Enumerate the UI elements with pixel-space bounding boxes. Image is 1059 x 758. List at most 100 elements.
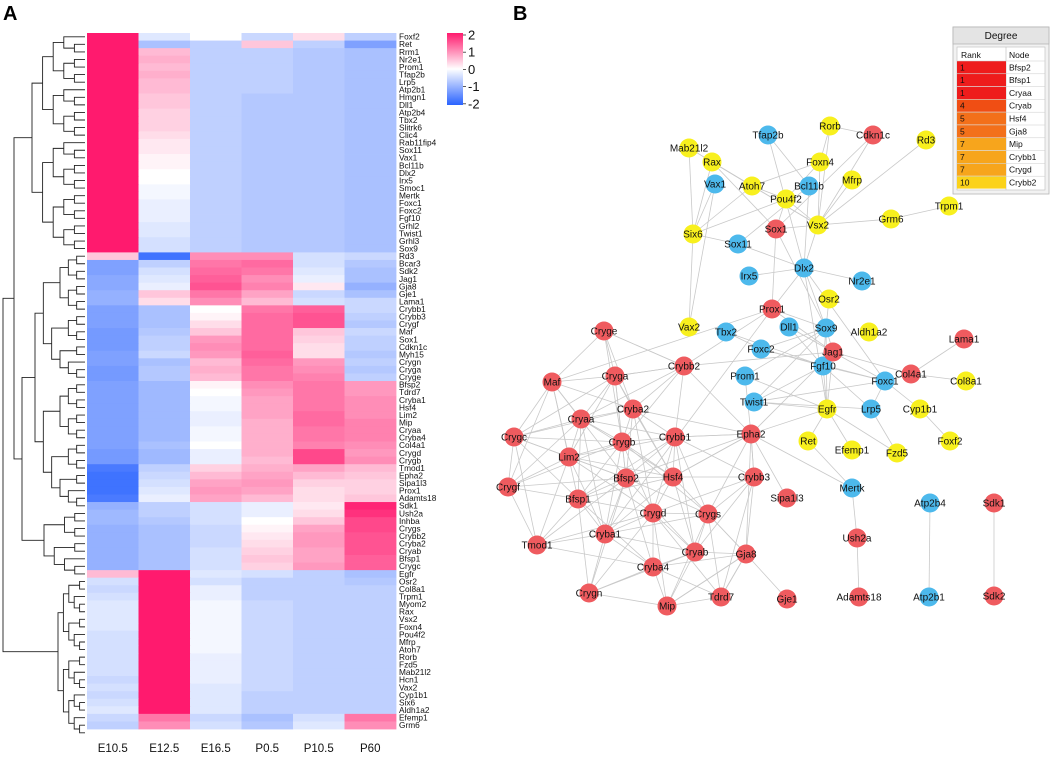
heatmap-cell (138, 683, 191, 692)
heatmap-cell (344, 403, 397, 412)
gene-label: Vax2 (399, 682, 418, 692)
heatmap-cell (241, 653, 294, 662)
heatmap-cell (241, 381, 294, 389)
heatmap-cell (344, 131, 397, 140)
heatmap-cell (344, 320, 397, 329)
heatmap-cell (138, 237, 191, 246)
heatmap-cell (138, 509, 191, 518)
network-node-label: Cryba1 (589, 530, 622, 541)
gene-label: Crygn (399, 357, 422, 367)
heatmap-cell (87, 577, 139, 586)
heatmap-cell (190, 40, 242, 49)
heatmap-cell (87, 585, 139, 594)
heatmap-cell (241, 184, 294, 193)
network-edge (580, 418, 676, 438)
network-edge (507, 418, 582, 488)
network-edge (767, 134, 810, 187)
network-node-label: Lim2 (558, 453, 580, 464)
heatmap-cell (241, 312, 294, 321)
heatmap-cell (344, 373, 397, 382)
heatmap-cell (344, 532, 397, 541)
gene-label: Mfrp (399, 637, 416, 647)
network-edge (775, 228, 827, 329)
network-edge (692, 198, 787, 235)
degree-node: Crybb2 (1009, 178, 1037, 188)
heatmap-cell (241, 297, 294, 306)
gene-label: Crybb3 (399, 312, 426, 322)
heatmap-cell (293, 267, 345, 276)
network-edge (551, 381, 579, 500)
network-node-label: Mab21l2 (670, 144, 709, 155)
heatmap-cell (344, 381, 397, 389)
heatmap-cell (344, 547, 397, 556)
heatmap-cell (293, 191, 345, 200)
heatmap-cell (87, 623, 139, 632)
network-edge (832, 351, 886, 382)
gene-label: Col8a1 (399, 584, 426, 594)
network-node: Prom1 (730, 366, 760, 386)
network-node: Crybb1 (659, 427, 692, 447)
heatmap-cell (241, 471, 294, 480)
heatmap-cell (293, 199, 345, 208)
heatmap-cell (190, 555, 242, 563)
heatmap-cell (138, 570, 191, 579)
network-node: Hsf4 (663, 467, 684, 487)
network-edge (688, 147, 694, 235)
heatmap-cell (344, 222, 397, 231)
network-edge (568, 456, 654, 514)
degree-rank: 5 (960, 126, 965, 136)
network-edge (744, 327, 827, 377)
heatmap-cell (87, 48, 139, 57)
heatmap-cell (241, 464, 294, 473)
gene-label: Adamts18 (399, 493, 437, 503)
network-edge (753, 401, 828, 410)
heatmap-cell (190, 441, 242, 450)
heatmap-cell (138, 290, 191, 299)
network-edge (720, 476, 755, 598)
heatmap-cell (87, 388, 139, 397)
heatmap-cell (138, 350, 191, 359)
network-node-label: Cryab (682, 548, 709, 559)
heatmap-cell (190, 70, 242, 79)
degree-node: Cryab (1009, 101, 1032, 111)
heatmap-cell (241, 388, 294, 397)
gene-label: Maf (399, 327, 414, 337)
heatmap-cell (344, 698, 397, 707)
heatmap-cell (344, 570, 397, 579)
heatmap-cell (241, 479, 294, 488)
heatmap-cell (241, 282, 294, 291)
heatmap-cell (293, 706, 345, 715)
heatmap-cell (241, 146, 294, 155)
degree-node: Bfsp2 (1009, 62, 1031, 72)
network-node: Egfr (817, 399, 837, 419)
network-node: Foxf2 (937, 431, 963, 451)
network-node-label: Crygs (695, 510, 721, 521)
network-node: Nr2e1 (848, 271, 876, 291)
network-edge (507, 456, 570, 488)
heatmap-cell (87, 305, 139, 314)
heatmap-cell (190, 698, 242, 707)
network-edge (652, 476, 755, 514)
heatmap-cell (293, 555, 345, 563)
gene-label: Prox1 (399, 486, 421, 496)
network-edge (577, 498, 654, 568)
network-node: Six6 (683, 224, 703, 244)
gene-label: Cryba2 (399, 539, 426, 549)
column-label: P0.5 (255, 743, 279, 755)
heatmap-cell (293, 449, 345, 458)
column-label: P10.5 (304, 743, 334, 755)
network-node-label: Rorb (819, 122, 841, 133)
heatmap-cell (241, 290, 294, 299)
heatmap-cell (87, 70, 139, 79)
heatmap-cell (241, 418, 294, 427)
network-node-label: Atoh7 (739, 182, 766, 193)
heatmap-cell (87, 668, 139, 677)
network-node: Foxc1 (871, 371, 899, 391)
heatmap-cell (241, 403, 294, 412)
heatmap-cell (87, 63, 139, 72)
heatmap-cell (241, 154, 294, 163)
heatmap-cell (190, 592, 242, 601)
network-edge (551, 381, 634, 410)
heatmap-cell (87, 592, 139, 601)
